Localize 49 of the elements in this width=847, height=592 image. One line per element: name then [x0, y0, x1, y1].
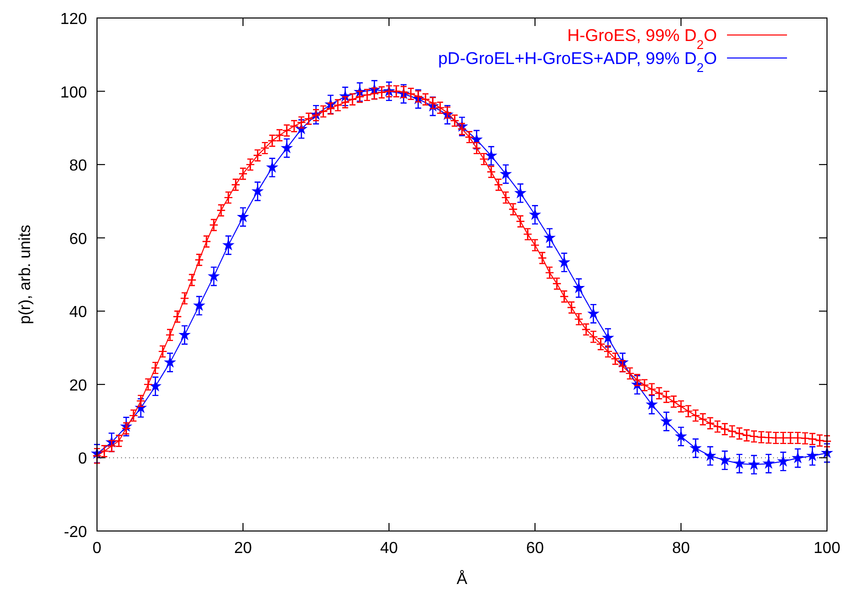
y-tick-label: -20 [64, 524, 88, 541]
point [266, 162, 278, 172]
y-tick-label: 120 [60, 11, 88, 28]
x-tick-label: 0 [92, 540, 102, 557]
y-tick-label: 20 [69, 377, 88, 394]
y-tick-label: 60 [69, 230, 88, 248]
point [150, 380, 161, 391]
x-tick-label: 80 [672, 540, 690, 557]
point [646, 399, 658, 410]
point [544, 232, 555, 242]
x-tick-label: 60 [526, 540, 544, 557]
legend-label: H-GroES, 99% D$_{2}$O [567, 26, 717, 52]
point [500, 168, 512, 179]
point [719, 454, 730, 465]
legend-label: pD-GroEL+H-GroES+ADP, 99% D$_{2}$O [438, 49, 717, 74]
point [164, 356, 176, 368]
y-tick-label: 80 [69, 158, 88, 175]
point [778, 456, 789, 466]
point [748, 459, 760, 470]
point [223, 240, 234, 250]
point [588, 308, 599, 318]
x-tick-label: 20 [234, 540, 252, 557]
y-axis-title: p(r), arb. units [17, 224, 34, 324]
point [602, 332, 614, 342]
point [208, 270, 220, 281]
point [763, 458, 774, 468]
point [690, 442, 701, 453]
point [486, 150, 497, 160]
point [179, 329, 190, 340]
point [530, 209, 540, 220]
point [807, 450, 818, 460]
point [661, 416, 672, 426]
y-tick-label: 0 [78, 450, 88, 468]
point [704, 450, 716, 460]
x-tick-label: 40 [380, 540, 398, 557]
point [281, 142, 292, 153]
point [252, 186, 263, 196]
y-tick-label: 40 [69, 304, 88, 322]
point [792, 452, 804, 463]
point [558, 256, 570, 267]
point [573, 282, 584, 293]
point [194, 300, 205, 310]
point [238, 211, 248, 222]
point [515, 188, 526, 198]
x-tick-label: 100 [814, 540, 840, 557]
x-axis-title: Å [456, 570, 468, 588]
y-tick-label: 100 [60, 84, 88, 102]
point [734, 458, 745, 468]
point [676, 430, 686, 442]
